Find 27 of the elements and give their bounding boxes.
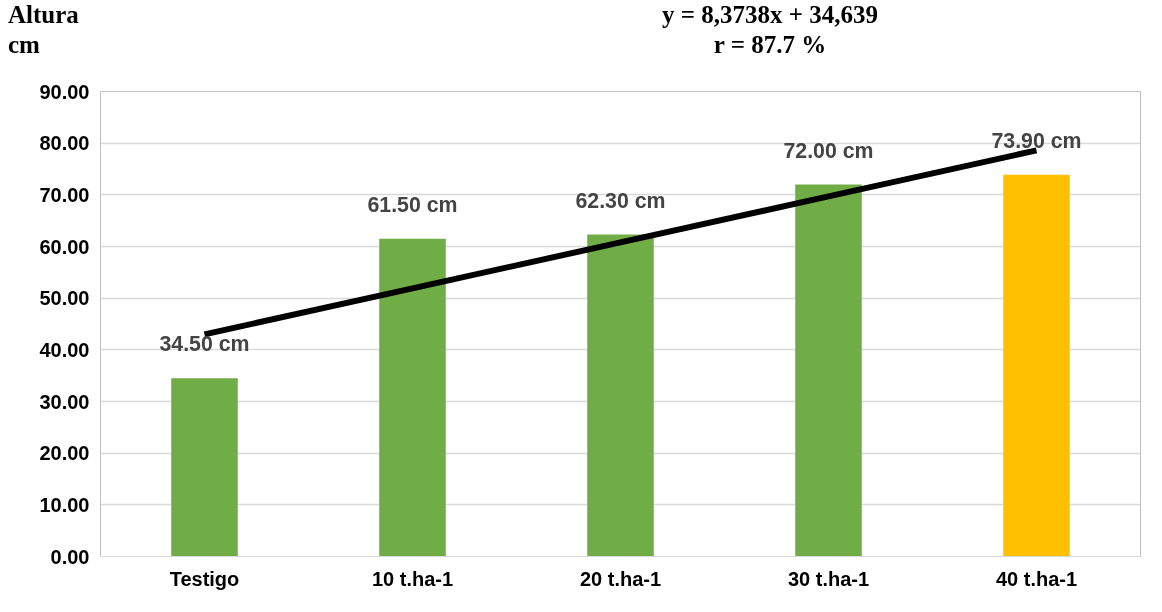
x-tick-label: 30 t.ha-1 xyxy=(787,567,870,590)
y-tick-label: 60.00 xyxy=(39,235,90,258)
y-tick-label: 20.00 xyxy=(39,442,90,465)
bar xyxy=(587,234,654,557)
bar xyxy=(379,238,446,557)
x-tick-label: 40 t.ha-1 xyxy=(995,567,1078,590)
y-tick-label: 40.00 xyxy=(39,338,90,361)
y-tick-label: 0.00 xyxy=(50,545,90,568)
data-label: 62.30 cm xyxy=(575,188,666,213)
y-tick-label: 50.00 xyxy=(39,287,90,310)
y-tick-label: 70.00 xyxy=(39,183,90,206)
data-label: 61.50 cm xyxy=(367,192,458,217)
text: y = 8,3738x + 34,639 r = 87.7 % xyxy=(661,0,879,60)
data-label: 72.00 cm xyxy=(783,138,874,163)
bar xyxy=(1003,174,1070,557)
y-tick-label: 10.00 xyxy=(39,493,90,516)
data-label: 73.90 cm xyxy=(991,128,1082,153)
y-tick-label: 90.00 xyxy=(39,80,90,103)
bar xyxy=(171,378,238,557)
bar xyxy=(795,184,862,557)
data-label: 34.50 cm xyxy=(159,332,250,357)
x-tick-label: Testigo xyxy=(169,567,240,590)
y-tick-label: 30.00 xyxy=(39,390,90,413)
y-tick-label: 80.00 xyxy=(39,132,90,155)
y-axis-title: Altura cm xyxy=(8,0,79,60)
x-tick-label: 10 t.ha-1 xyxy=(371,567,454,590)
x-tick-label: 20 t.ha-1 xyxy=(579,567,662,590)
